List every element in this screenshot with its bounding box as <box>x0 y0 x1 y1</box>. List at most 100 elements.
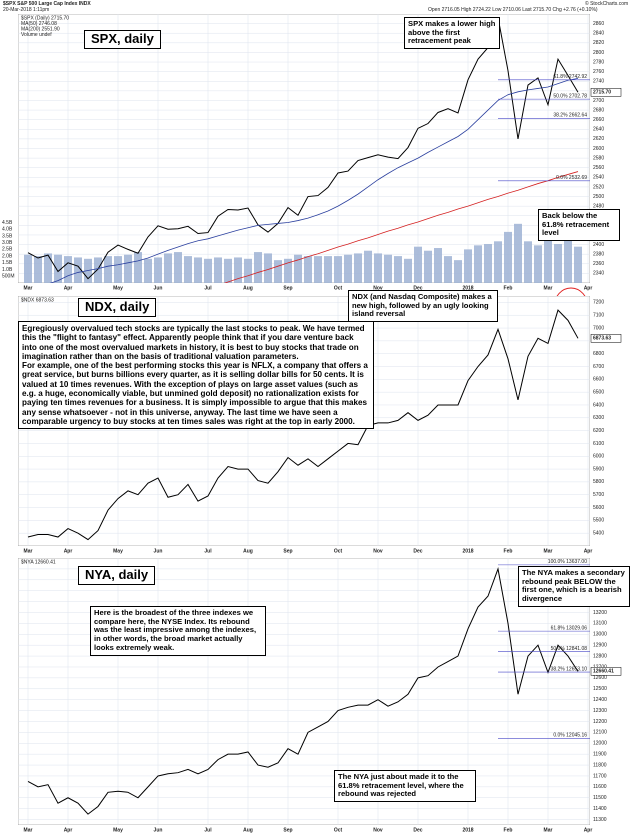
y-tick-label: 2520 <box>593 184 604 190</box>
volume-bar <box>164 253 172 283</box>
y-tick-label: 2340 <box>593 271 604 277</box>
volume-bar <box>514 223 522 283</box>
volume-bar <box>314 256 322 283</box>
y-tick-label: 2540 <box>593 175 604 181</box>
panel-label: NYA, daily <box>78 566 156 585</box>
y-tick-label: 11400 <box>593 806 607 812</box>
x-tick-label: Dec <box>413 285 422 291</box>
y-tick-label: 6400 <box>593 402 604 408</box>
volume-bar <box>534 245 542 283</box>
x-tick-label: 2018 <box>462 548 473 554</box>
volume-bar <box>64 256 72 283</box>
y2-tick-label: 2.5B <box>2 247 13 253</box>
last-price-label: 6873.63 <box>593 336 611 342</box>
volume-bar <box>404 258 412 283</box>
annotation: Here is the broadest of the three indexe… <box>90 606 266 656</box>
volume-bar <box>114 256 122 283</box>
legend-entry: $NYA 12660.41 <box>21 559 56 565</box>
retracement-label: 100.0% 13637.00 <box>548 559 587 565</box>
y-tick-label: 2600 <box>593 146 604 152</box>
y-tick-label: 5700 <box>593 492 604 498</box>
volume-bar <box>574 246 582 283</box>
y2-tick-label: 4.0B <box>2 227 13 233</box>
volume-bar <box>344 254 352 283</box>
x-tick-label: Jun <box>154 285 163 291</box>
retracement-label: 38.2% 2662.64 <box>553 113 587 119</box>
volume-bar <box>494 241 502 283</box>
volume-bar <box>414 246 422 283</box>
y-tick-label: 2780 <box>593 59 604 65</box>
retracement-label: 50.0% 2702.78 <box>553 93 587 99</box>
y-tick-label: 5500 <box>593 518 604 524</box>
volume-bar <box>504 231 512 283</box>
y-tick-label: 12600 <box>593 675 607 681</box>
x-tick-label: Dec <box>413 548 422 554</box>
x-tick-label: Oct <box>334 827 343 833</box>
y-tick-label: 12900 <box>593 643 607 649</box>
y-tick-label: 2680 <box>593 107 604 113</box>
y-tick-label: 5400 <box>593 531 604 537</box>
volume-bar <box>434 248 442 283</box>
annotation: The NYA just about made it to the 61.8% … <box>334 770 476 803</box>
volume-bar <box>294 254 302 283</box>
y-tick-label: 6600 <box>593 377 604 383</box>
x-tick-label: Apr <box>584 548 593 554</box>
y-tick-label: 12200 <box>593 719 607 725</box>
x-tick-label: Jul <box>204 827 212 833</box>
x-tick-label: Jul <box>204 285 212 291</box>
x-tick-label: Nov <box>373 285 383 291</box>
legend-entry: $SPX (Daily) 2715.70 <box>21 15 69 21</box>
volume-bar <box>44 253 52 283</box>
y-tick-label: 5600 <box>593 505 604 511</box>
volume-bar <box>394 256 402 283</box>
volume-bar <box>104 256 112 283</box>
volume-bar <box>524 241 532 283</box>
y-tick-label: 12300 <box>593 708 607 714</box>
y-tick-label: 12100 <box>593 730 607 736</box>
y-tick-label: 2500 <box>593 194 604 200</box>
volume-bar <box>154 257 162 283</box>
volume-bar <box>234 257 242 283</box>
x-tick-label: Nov <box>373 827 383 833</box>
y-tick-label: 12800 <box>593 653 607 659</box>
series-line <box>223 171 579 283</box>
y-tick-label: 5900 <box>593 466 604 472</box>
y-tick-label: 11600 <box>593 784 607 790</box>
annotation: SPX makes a lower high above the first r… <box>404 17 500 50</box>
last-price-tag <box>590 334 622 343</box>
volume-bar <box>124 254 132 283</box>
x-tick-label: Sep <box>283 548 292 554</box>
x-tick-label: Mar <box>544 285 553 291</box>
x-tick-label: May <box>113 285 123 291</box>
y-tick-label: 6100 <box>593 441 604 447</box>
x-tick-label: Sep <box>283 285 292 291</box>
x-tick-label: Mar <box>24 548 33 554</box>
volume-bar <box>24 254 32 283</box>
retracement-label: 61.8% 13029.06 <box>551 625 588 631</box>
paragraph: For example, one of the best performing … <box>22 361 368 426</box>
y2-tick-label: 500M <box>2 274 15 280</box>
plot <box>18 558 590 825</box>
volume-bar <box>34 256 42 283</box>
last-price-tag <box>590 667 622 676</box>
retracement-label: 61.8% 2742.92 <box>553 74 587 80</box>
y-tick-label: 12500 <box>593 686 607 692</box>
x-tick-label: 2018 <box>462 285 473 291</box>
y-tick-label: 12000 <box>593 741 607 747</box>
x-tick-label: Feb <box>504 548 513 554</box>
source: © StockCharts.com <box>585 1 629 7</box>
y-tick-label: 2620 <box>593 136 604 142</box>
volume-bar <box>74 257 82 283</box>
volume-bar <box>204 258 212 283</box>
panel-label: SPX, daily <box>84 30 161 49</box>
plot <box>18 14 590 283</box>
x-tick-label: Mar <box>544 827 553 833</box>
retracement-label: 50.0% 12841.08 <box>551 646 588 652</box>
legend-entry: Volume undef <box>21 32 52 38</box>
series-line <box>49 77 579 283</box>
volume-bar <box>384 254 392 283</box>
volume-bar <box>214 257 222 283</box>
paragraph: Egregiously overvalued tech stocks are t… <box>22 324 365 361</box>
x-tick-label: Apr <box>64 548 73 554</box>
